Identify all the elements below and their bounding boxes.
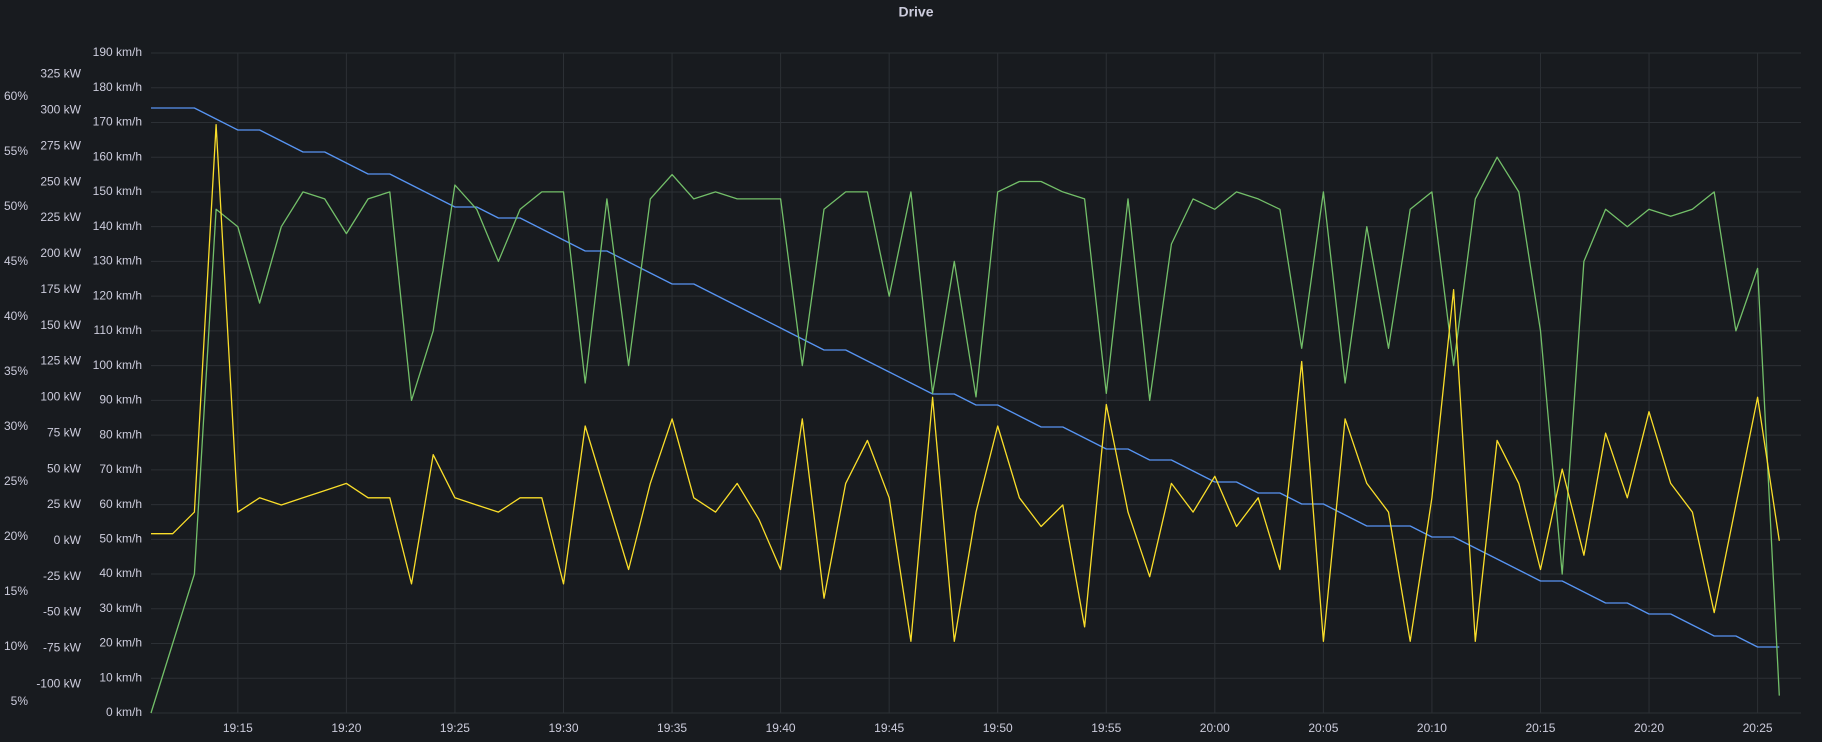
y-tick-label: 110 km/h xyxy=(94,323,142,337)
y-tick-label: 50 km/h xyxy=(99,531,142,545)
y2-tick-label: -100 kW xyxy=(36,676,81,690)
y-tick-label: 20 km/h xyxy=(99,636,142,650)
y-tick-label: 150 km/h xyxy=(93,184,142,198)
y3-tick-label: 5% xyxy=(11,694,29,708)
x-tick-label: 20:20 xyxy=(1634,721,1664,735)
x-tick-label: 20:15 xyxy=(1525,721,1555,735)
y2-tick-label: 150 kW xyxy=(40,318,81,332)
x-tick-label: 20:00 xyxy=(1200,721,1230,735)
series-line xyxy=(151,124,1780,642)
y-tick-label: 120 km/h xyxy=(93,288,142,302)
x-tick-label: 19:35 xyxy=(657,721,687,735)
y-tick-label: 40 km/h xyxy=(99,566,142,580)
y-tick-label: 130 km/h xyxy=(93,254,142,268)
y2-tick-label: 250 kW xyxy=(40,174,81,188)
y-tick-label: 60 km/h xyxy=(99,497,142,511)
y2-tick-label: 225 kW xyxy=(40,210,81,224)
y-tick-label: 0 km/h xyxy=(106,705,142,719)
y-tick-label: 90 km/h xyxy=(99,393,142,407)
y-tick-label: 160 km/h xyxy=(93,149,142,163)
y-tick-label: 70 km/h xyxy=(99,462,142,476)
y3-tick-label: 60% xyxy=(4,89,28,103)
y2-tick-label: -75 kW xyxy=(43,641,82,655)
y2-tick-label: 50 kW xyxy=(47,461,82,475)
x-tick-label: 19:25 xyxy=(440,721,470,735)
y-tick-label: 190 km/h xyxy=(93,45,142,59)
y-tick-label: 140 km/h xyxy=(93,219,142,233)
y3-tick-label: 20% xyxy=(4,529,28,543)
y2-tick-label: 325 kW xyxy=(40,67,81,81)
x-tick-label: 20:10 xyxy=(1417,721,1447,735)
y2-tick-label: 125 kW xyxy=(40,354,81,368)
series-line xyxy=(150,156,1780,714)
y2-tick-label: 275 kW xyxy=(40,138,81,152)
y2-tick-label: 75 kW xyxy=(47,425,82,439)
y2-tick-label: 25 kW xyxy=(47,497,82,511)
x-tick-label: 19:55 xyxy=(1091,721,1121,735)
y-tick-label: 10 km/h xyxy=(99,670,142,684)
y2-tick-label: 0 kW xyxy=(54,533,82,547)
y2-tick-label: 200 kW xyxy=(40,246,81,260)
y2-tick-label: 175 kW xyxy=(40,282,81,296)
y3-tick-label: 25% xyxy=(4,474,28,488)
y2-tick-label: 100 kW xyxy=(40,390,81,404)
x-tick-label: 19:45 xyxy=(874,721,904,735)
y3-tick-label: 10% xyxy=(4,639,28,653)
chart-title: Drive xyxy=(898,4,933,20)
y2-tick-label: -25 kW xyxy=(43,569,82,583)
y-tick-label: 170 km/h xyxy=(93,115,142,129)
y2-tick-label: 300 kW xyxy=(40,103,81,117)
y-tick-label: 180 km/h xyxy=(93,80,142,94)
y-tick-label: 80 km/h xyxy=(99,427,142,441)
y3-tick-label: 55% xyxy=(4,144,28,158)
x-tick-label: 19:30 xyxy=(548,721,578,735)
y-tick-label: 30 km/h xyxy=(99,601,142,615)
y-tick-label: 100 km/h xyxy=(93,358,142,372)
series-line xyxy=(151,107,1780,648)
x-tick-label: 19:40 xyxy=(766,721,796,735)
y3-tick-label: 50% xyxy=(4,199,28,213)
x-tick-label: 19:20 xyxy=(331,721,361,735)
x-tick-label: 20:05 xyxy=(1308,721,1338,735)
y3-tick-label: 35% xyxy=(4,364,28,378)
y3-tick-label: 30% xyxy=(4,419,28,433)
y3-tick-label: 15% xyxy=(4,584,28,598)
x-tick-label: 19:50 xyxy=(983,721,1013,735)
y2-tick-label: -50 kW xyxy=(43,605,82,619)
y3-tick-label: 45% xyxy=(4,254,28,268)
y3-tick-label: 40% xyxy=(4,309,28,323)
x-tick-label: 19:15 xyxy=(223,721,253,735)
x-tick-label: 20:25 xyxy=(1743,721,1773,735)
